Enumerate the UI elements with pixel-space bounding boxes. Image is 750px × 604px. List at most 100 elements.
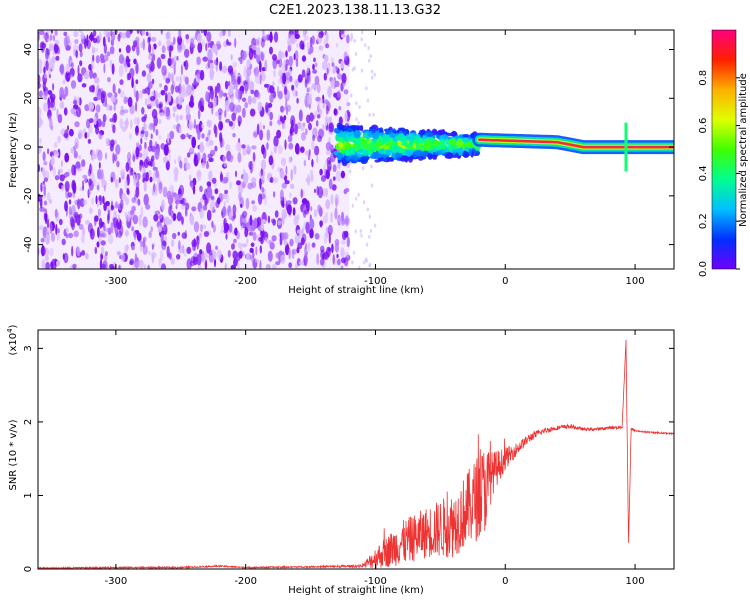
- noise-blob: [159, 103, 163, 113]
- noise-blob: [341, 239, 346, 245]
- noise-blob: [145, 171, 149, 182]
- noise-blob: [49, 247, 54, 257]
- noise-blob: [334, 257, 338, 266]
- noise-blob: [53, 141, 58, 148]
- band-blob: [344, 142, 351, 150]
- noise-blob: [40, 182, 43, 193]
- noise-blob: [335, 170, 341, 182]
- noise-blob: [90, 59, 95, 71]
- noise-blob: [144, 141, 147, 150]
- noise-blob: [155, 170, 160, 179]
- noise-blob: [253, 68, 256, 74]
- snr-xtick-label: -200: [234, 576, 257, 587]
- noise-blob: [251, 177, 257, 183]
- noise-blob: [179, 200, 183, 204]
- noise-blob: [81, 83, 87, 88]
- noise-blob: [371, 75, 374, 80]
- noise-blob: [275, 261, 281, 266]
- snr-ytick-label: 0: [23, 566, 34, 572]
- noise-blob: [215, 60, 218, 72]
- band-blob: [375, 140, 383, 148]
- band-blobs: [333, 122, 483, 167]
- noise-blob: [147, 36, 150, 44]
- noise-blob: [175, 204, 178, 210]
- noise-blob: [186, 152, 191, 158]
- noise-blob: [332, 254, 335, 265]
- noise-blob: [136, 116, 140, 126]
- noise-blob: [205, 43, 208, 52]
- noise-blob: [259, 129, 264, 141]
- noise-blob: [145, 31, 149, 37]
- noise-blob: [135, 62, 139, 74]
- band-blob: [427, 132, 434, 137]
- noise-blob: [76, 106, 81, 118]
- noise-blob: [341, 218, 346, 225]
- noise-blob: [299, 146, 305, 153]
- noise-blob: [149, 176, 153, 183]
- noise-blob: [221, 178, 228, 184]
- noise-blob: [148, 122, 155, 131]
- noise-blob: [261, 187, 265, 193]
- noise-blob: [257, 193, 263, 205]
- noise-blob: [54, 39, 60, 45]
- noise-blob: [59, 168, 63, 173]
- noise-blob: [316, 82, 321, 94]
- noise-blob: [82, 185, 85, 191]
- noise-blob: [337, 90, 341, 98]
- noise-blob: [63, 133, 69, 138]
- noise-blob: [324, 99, 329, 105]
- noise-blob: [196, 253, 202, 266]
- noise-blob: [201, 254, 207, 264]
- snr-panel: -300 -200 -100 0 100 0 1 2 3 Height of straight …: [6, 324, 675, 596]
- noise-blob: [373, 223, 377, 228]
- band-blob: [427, 154, 433, 159]
- noise-blob: [196, 33, 202, 44]
- band-blob: [475, 150, 481, 155]
- noise-blob: [249, 214, 253, 226]
- noise-blob: [95, 104, 101, 113]
- noise-blob: [211, 102, 214, 115]
- noise-blob: [175, 114, 179, 123]
- noise-blob: [92, 54, 95, 62]
- noise-blob: [81, 159, 86, 168]
- noise-blob: [306, 114, 311, 124]
- band-blob: [405, 144, 412, 149]
- noise-blob: [197, 152, 201, 162]
- noise-blob: [266, 129, 271, 141]
- noise-blob: [202, 193, 206, 200]
- noise-blob: [177, 94, 184, 106]
- snr-plot-area: [38, 339, 674, 569]
- noise-blob: [208, 129, 211, 136]
- noise-blob: [301, 55, 307, 62]
- noise-blob: [135, 142, 140, 149]
- noise-blob: [254, 74, 261, 85]
- band-blob: [405, 149, 413, 157]
- noise-blob: [125, 162, 130, 172]
- spectrogram-xtick-label: -200: [234, 276, 257, 287]
- noise-blob: [224, 189, 229, 195]
- noise-blob: [73, 230, 79, 238]
- noise-blob: [64, 86, 69, 97]
- noise-blob: [101, 246, 105, 256]
- noise-blob: [236, 252, 241, 262]
- noise-blob: [150, 252, 157, 259]
- snr-series-line: [38, 339, 674, 569]
- noise-blob: [131, 226, 135, 232]
- noise-blob: [75, 167, 81, 172]
- noise-blob: [288, 142, 294, 150]
- noise-blob: [300, 188, 303, 199]
- noise-blob: [278, 69, 283, 78]
- noise-blob: [154, 210, 161, 215]
- noise-blob: [343, 89, 349, 95]
- noise-blob: [209, 69, 215, 77]
- noise-blob: [64, 180, 70, 192]
- noise-blob: [43, 184, 46, 197]
- noise-blob: [120, 252, 126, 263]
- noise-blob: [206, 209, 212, 221]
- noise-blob: [290, 115, 296, 128]
- noise-blob: [224, 80, 229, 90]
- noise-blob: [156, 57, 162, 69]
- noise-blob: [207, 187, 213, 199]
- noise-blob: [338, 215, 342, 224]
- noise-blob: [181, 44, 186, 51]
